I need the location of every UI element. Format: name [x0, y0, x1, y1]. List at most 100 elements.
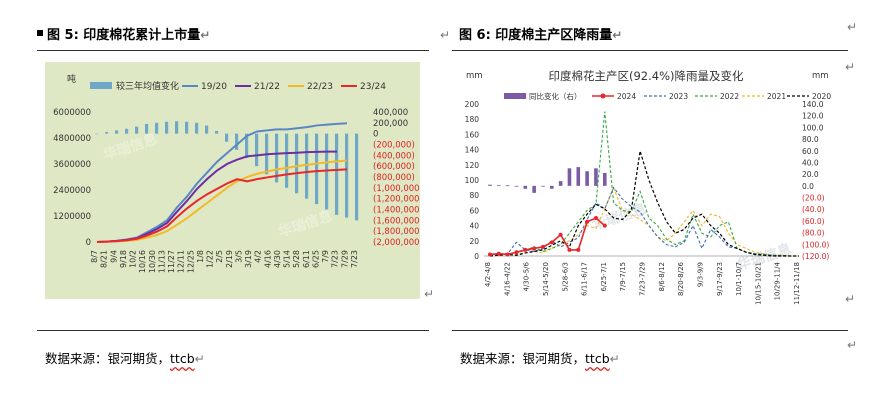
x-tick-label: 9/17-9/23	[716, 262, 724, 296]
bar-mark	[255, 133, 259, 167]
x-tick-label: 2/5	[215, 250, 224, 263]
y-left-tick-label: 4800000	[53, 134, 91, 144]
point-2024	[523, 247, 528, 252]
x-tick-label: 4/2-4/8	[484, 262, 492, 287]
bar-mark	[225, 133, 229, 142]
x-tick-label: 1/22	[206, 250, 215, 268]
x-tick-label: 8/7	[90, 250, 99, 263]
x-tick-label: 8/21	[100, 250, 109, 268]
series-line-2020	[489, 150, 799, 257]
y-left-tick-label: 40	[469, 222, 479, 231]
y-left-tick-label: 2400000	[53, 186, 91, 196]
x-tick-label: 11/27	[167, 250, 176, 273]
legend-label: 2024	[617, 92, 636, 101]
bar-mark	[335, 133, 339, 215]
x-tick-label: 10/29-11/4	[774, 261, 782, 300]
y-right-tick-label: (100.0)	[802, 240, 829, 249]
y-left-tick-label: 6000000	[53, 108, 91, 118]
figure6-source: 数据来源：银河期货，ttcb↵	[460, 351, 620, 366]
bar-mark	[105, 132, 109, 134]
y-right-tick-label: (400,000)	[373, 151, 415, 161]
x-tick-label: 6/25	[311, 250, 320, 268]
x-tick-label: 6/11	[302, 250, 311, 268]
bar-mark	[576, 167, 581, 186]
bar-mark	[125, 128, 129, 134]
x-tick-label: 8/20-8/26	[677, 261, 685, 296]
y-right-tick-label: 200,000	[373, 119, 408, 129]
para-mark: ↵	[847, 20, 858, 34]
point-2024	[549, 240, 554, 245]
y-left-tick-label: 160	[465, 130, 480, 139]
bar-mark	[594, 168, 598, 186]
y-right-tick-label: (60.0)	[802, 217, 825, 226]
x-tick-label: 4/16-4/22	[503, 262, 511, 296]
bar-mark	[185, 121, 189, 134]
y-left-tick-label: 120	[465, 161, 480, 170]
y-left-tick-label: 100	[465, 176, 480, 185]
para-mark: ↵	[845, 292, 856, 306]
bar-mark	[532, 185, 536, 193]
y-right-tick-label: (800,000)	[373, 173, 415, 183]
para-mark: ↵	[847, 338, 858, 352]
bar-mark	[195, 122, 199, 134]
x-tick-label: 9/18	[119, 250, 128, 268]
line-series	[96, 122, 348, 243]
legend-label: 21/22	[254, 82, 280, 92]
figure5-title: 图 5: 印度棉花累计上市量↵	[47, 28, 211, 43]
legend-label: 2020	[812, 92, 831, 101]
x-tick-label: 4/2	[254, 250, 263, 263]
bar-mark	[355, 133, 359, 221]
y-left-tick-label: 3600000	[53, 160, 91, 170]
y-left-tick-label: 140	[465, 146, 480, 155]
chart-legend: 同比变化（右） 2024 2023 2022 2021 2020	[504, 91, 831, 101]
y-right-tick-label: 80.0	[802, 135, 819, 144]
y-right-tick-label: 120.0	[802, 112, 824, 121]
figure5-chart: 华瑞信息 华瑞信息 吨 较三年均值变化 19/20 21/22 22/23 23…	[45, 62, 420, 299]
bar-series	[488, 167, 607, 193]
series-line-2023	[489, 186, 799, 257]
figure6-top-rule	[452, 50, 848, 51]
figure5-source: 数据来源：银河期货，ttcb↵	[45, 351, 205, 366]
x-tick-label: 10/30	[148, 250, 157, 273]
chart-legend: 较三年均值变化 19/20 21/22 22/23 23/24	[90, 80, 386, 92]
bar-series	[95, 121, 359, 221]
figure5-top-rule	[37, 50, 429, 51]
y-left-tick-label: 1200000	[53, 212, 91, 222]
x-tick-label: 12/11	[177, 250, 186, 273]
y-right-tick-label: (2,000,000)	[373, 238, 420, 248]
bar-mark	[541, 185, 545, 187]
y-axis-right-ticks: 140.0 120.0 100.0 80.0 60.0 40.0 20.0 0.0 (20.0)…	[802, 100, 829, 261]
point-2024	[505, 252, 510, 257]
legend-label: 2023	[669, 92, 688, 101]
point-2024	[558, 232, 563, 237]
para-mark: ↵	[845, 60, 856, 74]
legend-label: 同比变化（右）	[529, 91, 582, 101]
bar-mark	[558, 181, 563, 186]
bar-mark	[155, 122, 159, 134]
bar-mark	[602, 172, 607, 186]
y-right-tick-label: 60.0	[802, 147, 819, 156]
bar-mark	[497, 185, 501, 187]
bar-mark	[95, 133, 99, 135]
y-left-unit: mm	[466, 71, 483, 81]
point-2024	[593, 216, 598, 220]
x-tick-label: 2/19	[225, 250, 234, 268]
y-left-tick-label: 60	[469, 206, 479, 215]
point-2024	[602, 223, 607, 228]
x-tick-label: 11/12-11/18	[793, 262, 801, 305]
bar-mark	[523, 185, 528, 189]
legend-label: 2022	[720, 92, 739, 101]
bar-mark	[567, 168, 572, 186]
bar-mark	[305, 133, 309, 199]
x-tick-label: 12/25	[186, 250, 195, 273]
legend-label: 22/23	[307, 82, 333, 92]
para-mark: ↵	[424, 287, 435, 301]
x-axis-ticks: 4/2-4/8 4/16-4/22 4/30-5/6 5/14-5/20 5/28-6/…	[484, 261, 801, 304]
figure6-bottom-rule	[452, 330, 848, 331]
line-series	[488, 111, 799, 257]
bar-mark	[275, 133, 279, 183]
bar-mark	[215, 130, 219, 134]
x-tick-label: 10/15-10/21	[754, 262, 762, 305]
bar-mark	[115, 130, 119, 134]
